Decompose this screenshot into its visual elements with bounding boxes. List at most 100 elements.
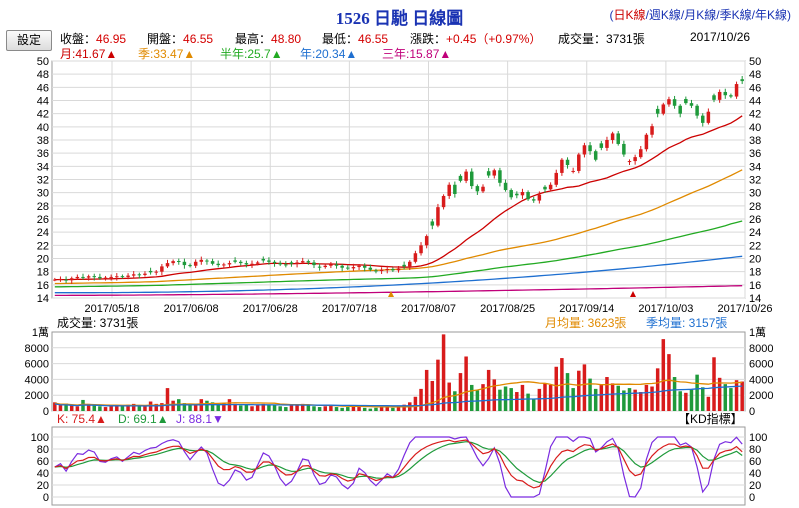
price-axis-tick-left: 42 [37,109,49,121]
candle-body [695,105,699,116]
volume-bar [639,392,643,411]
volume-bar [396,405,401,411]
candle-body [182,261,187,266]
volume-bar [250,406,254,411]
candle-body [295,262,299,264]
volume-top-tick-right: 1萬 [749,326,766,339]
price-axis-tick-right: 36 [749,148,761,160]
kd-axis-tick-left: 80 [37,444,49,456]
candle-body [205,260,209,262]
price-axis-tick-right: 22 [749,240,761,252]
candle-body [357,265,361,268]
k-type-day[interactable]: 日K線 [613,8,646,22]
candle-body [571,170,575,172]
candle-body [729,95,733,97]
candle-body [543,186,547,190]
candle-body [154,271,158,273]
volume-bar [695,374,699,411]
price-axis-tick-left: 38 [37,135,49,147]
price-axis-tick-left: 50 [37,56,49,68]
ma-legend-month: 月:41.67▲ [60,47,118,61]
volume-quarter-avg-line [54,385,743,407]
volume-month-avg-legend: 月均量: 3623張 [545,316,626,330]
volume-bar [362,407,367,411]
candle-body [351,267,356,269]
candle-body [515,193,519,196]
candle-body [261,258,266,261]
volume-axis-tick-left: 0 [43,406,49,418]
price-axis-tick-left: 30 [37,188,49,200]
price-axis-tick-right: 48 [749,69,761,81]
volume-bar [481,384,485,411]
candle-body [520,192,525,196]
volume-bar [368,408,373,411]
candle-body [616,133,620,144]
k-type-year[interactable]: 年K線 [754,8,787,22]
volume-bar [278,406,282,411]
volume-bar [238,405,243,411]
candle-body [689,103,694,106]
volume-bar [165,388,170,411]
candle-body [639,149,643,158]
date-tick-label: 2017/06/28 [243,303,298,315]
volume-bar [554,366,559,411]
candle-body [92,276,97,278]
kd-panel-frame [51,426,746,506]
price-axis-tick-left: 18 [37,267,49,279]
ma-year-line [54,255,743,294]
settings-button[interactable]: 設定 [6,30,52,51]
candle-body [86,276,91,278]
candle-body [329,264,333,266]
candle-body [289,262,294,264]
volume-bar [374,407,378,411]
price-axis-tick-left: 26 [37,214,49,226]
ma-half-year-line [54,220,743,288]
kd-axis-tick-right: 60 [749,456,761,468]
candle-body [424,236,429,246]
volume-bar [379,407,384,411]
volume-bar [565,373,570,411]
volume-bar [582,364,587,411]
candle-body [137,274,142,276]
kd-axis-tick-left: 0 [43,492,49,504]
price-axis-tick-left: 20 [37,254,49,266]
candle-body [69,278,74,281]
kd-axis-tick-left: 100 [31,432,49,444]
price-axis-tick-right: 14 [749,293,761,305]
candle-body [126,275,130,277]
price-axis-tick-right: 50 [749,56,761,68]
price-axis-tick-right: 46 [749,82,761,94]
candle-body [498,170,502,183]
volume-bar [171,400,175,411]
volume-bar [616,385,620,411]
kd-panel-label: 【KD指標】 [678,411,743,426]
candle-body [210,261,215,264]
price-axis-tick-left: 34 [37,161,49,173]
k-type-month[interactable]: 月K線 [684,8,717,22]
k-type-week[interactable]: 週K線 [648,8,681,22]
open-price: 開盤：46.55 [147,32,214,46]
kd-axis-tick-left: 60 [37,456,49,468]
candle-body [193,261,198,266]
volume-bar [92,405,97,411]
candle-body [165,263,170,267]
volume-bar [210,402,215,411]
candle-body [537,194,542,201]
candle-body [278,263,282,265]
candle-body [464,171,468,181]
candle-body [622,143,626,155]
volume-bar [193,403,198,411]
candle-body [531,199,536,201]
candle-body [284,264,288,266]
volume-bar [53,402,57,411]
candle-body [560,159,564,173]
candle-body [300,261,305,263]
candle-body [650,126,654,135]
volume-bar [729,388,733,411]
volume-bar [633,389,637,411]
volume-bar [329,405,333,411]
k-type-quarter[interactable]: 季K線 [719,8,752,22]
volume-bar [244,404,249,411]
candle-body [447,184,451,196]
kd-axis-tick-right: 40 [749,468,761,480]
